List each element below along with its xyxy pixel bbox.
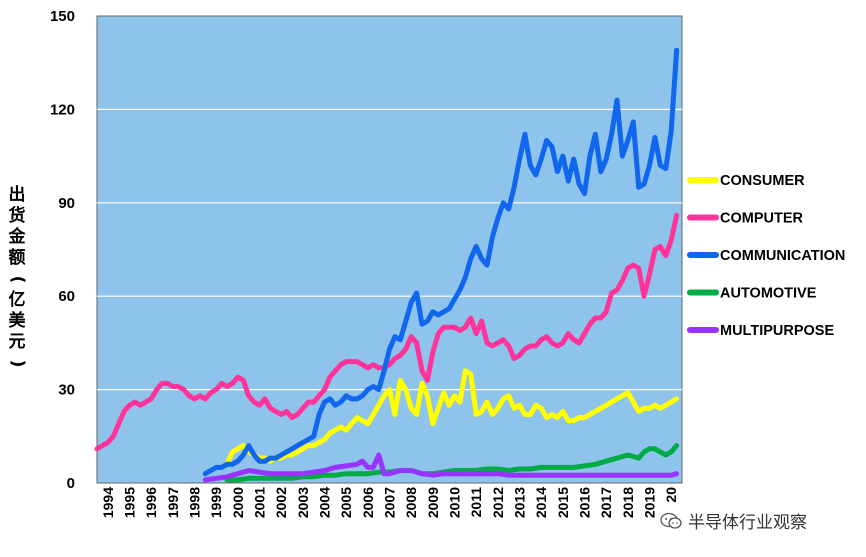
x-tick-label: 2013: [512, 487, 528, 518]
x-tick-label: 2018: [620, 487, 636, 518]
x-tick-label: 2006: [360, 487, 376, 518]
y-tick-label: 90: [58, 195, 75, 212]
series-line-automotive: [224, 443, 680, 483]
y-tick-label: 30: [58, 382, 75, 399]
x-tick-label: 2009: [425, 487, 441, 518]
x-tick-label: 2003: [295, 487, 311, 518]
y-axis-label-char: 亿: [8, 290, 26, 310]
y-axis-label-char: 元: [8, 332, 26, 352]
x-tick-label: 2002: [273, 487, 289, 518]
x-tick-label: 1994: [100, 487, 116, 518]
legend-label: COMMUNICATION: [720, 248, 845, 264]
legend-label: CONSUMER: [720, 173, 805, 189]
series-line-multipurpose: [202, 452, 680, 483]
y-axis-label-char: 出: [8, 185, 26, 205]
y-axis-label-char: 金: [8, 227, 26, 247]
x-tick-label: 2000: [230, 487, 246, 518]
legend-label: AUTOMOTIVE: [720, 286, 817, 302]
x-axis-ticks: 1994 1995 1996 1997 1998 1999 2000 2001 2002 2003…: [100, 487, 679, 518]
series-lines: [94, 47, 680, 483]
legend-label: MULTIPURPOSE: [720, 323, 834, 339]
x-tick-label: 2008: [403, 487, 419, 518]
plot-area: [96, 15, 683, 484]
y-tick-label: 120: [50, 101, 75, 118]
legend-label: COMPUTER: [720, 211, 804, 227]
wechat-icon: [660, 512, 682, 529]
x-tick-label: 2012: [490, 487, 506, 518]
y-axis-label-char: 货: [8, 206, 26, 226]
watermark: 半导体行业观察: [660, 508, 807, 533]
x-tick-label: 1999: [208, 487, 224, 518]
series-line-communication: [202, 47, 680, 477]
y-tick-label: 0: [67, 475, 75, 492]
x-tick-label: 2001: [252, 487, 268, 518]
x-tick-label: 2014: [533, 487, 549, 518]
y-tick-label: 150: [50, 8, 75, 25]
x-tick-label: 2016: [577, 487, 593, 518]
x-tick-label: 1997: [165, 487, 181, 518]
x-tick-label: 20: [663, 487, 679, 503]
x-tick-label: 1995: [122, 487, 138, 518]
x-tick-label: 2007: [382, 487, 398, 518]
x-tick-label: 2004: [317, 487, 333, 518]
x-tick-label: 2011: [468, 487, 484, 518]
y-axis-label-char: (: [7, 275, 28, 284]
y-axis-label: 出货金额 ( 亿美元): [4, 185, 30, 374]
y-tick-label: 60: [58, 288, 75, 305]
x-tick-label: 2010: [447, 487, 463, 518]
y-axis-ticks: 0 30 60 90 120 150: [50, 8, 75, 492]
watermark-text: 半导体行业观察: [688, 513, 807, 533]
x-tick-label: 2019: [642, 487, 658, 518]
y-axis-label-char: 美: [8, 311, 26, 331]
x-tick-label: 1996: [143, 487, 159, 518]
x-tick-label: 2015: [555, 487, 571, 518]
y-axis-label-char: 额: [8, 248, 26, 268]
x-tick-label: 1998: [187, 487, 203, 518]
legend: CONSUMER COMPUTER COMMUNICATION AUTOMOTIVE M…: [687, 173, 845, 339]
y-axis-label-char: ): [7, 359, 28, 368]
x-tick-label: 2005: [338, 487, 354, 518]
x-tick-label: 2017: [598, 487, 614, 518]
series-line-consumer: [224, 368, 680, 467]
